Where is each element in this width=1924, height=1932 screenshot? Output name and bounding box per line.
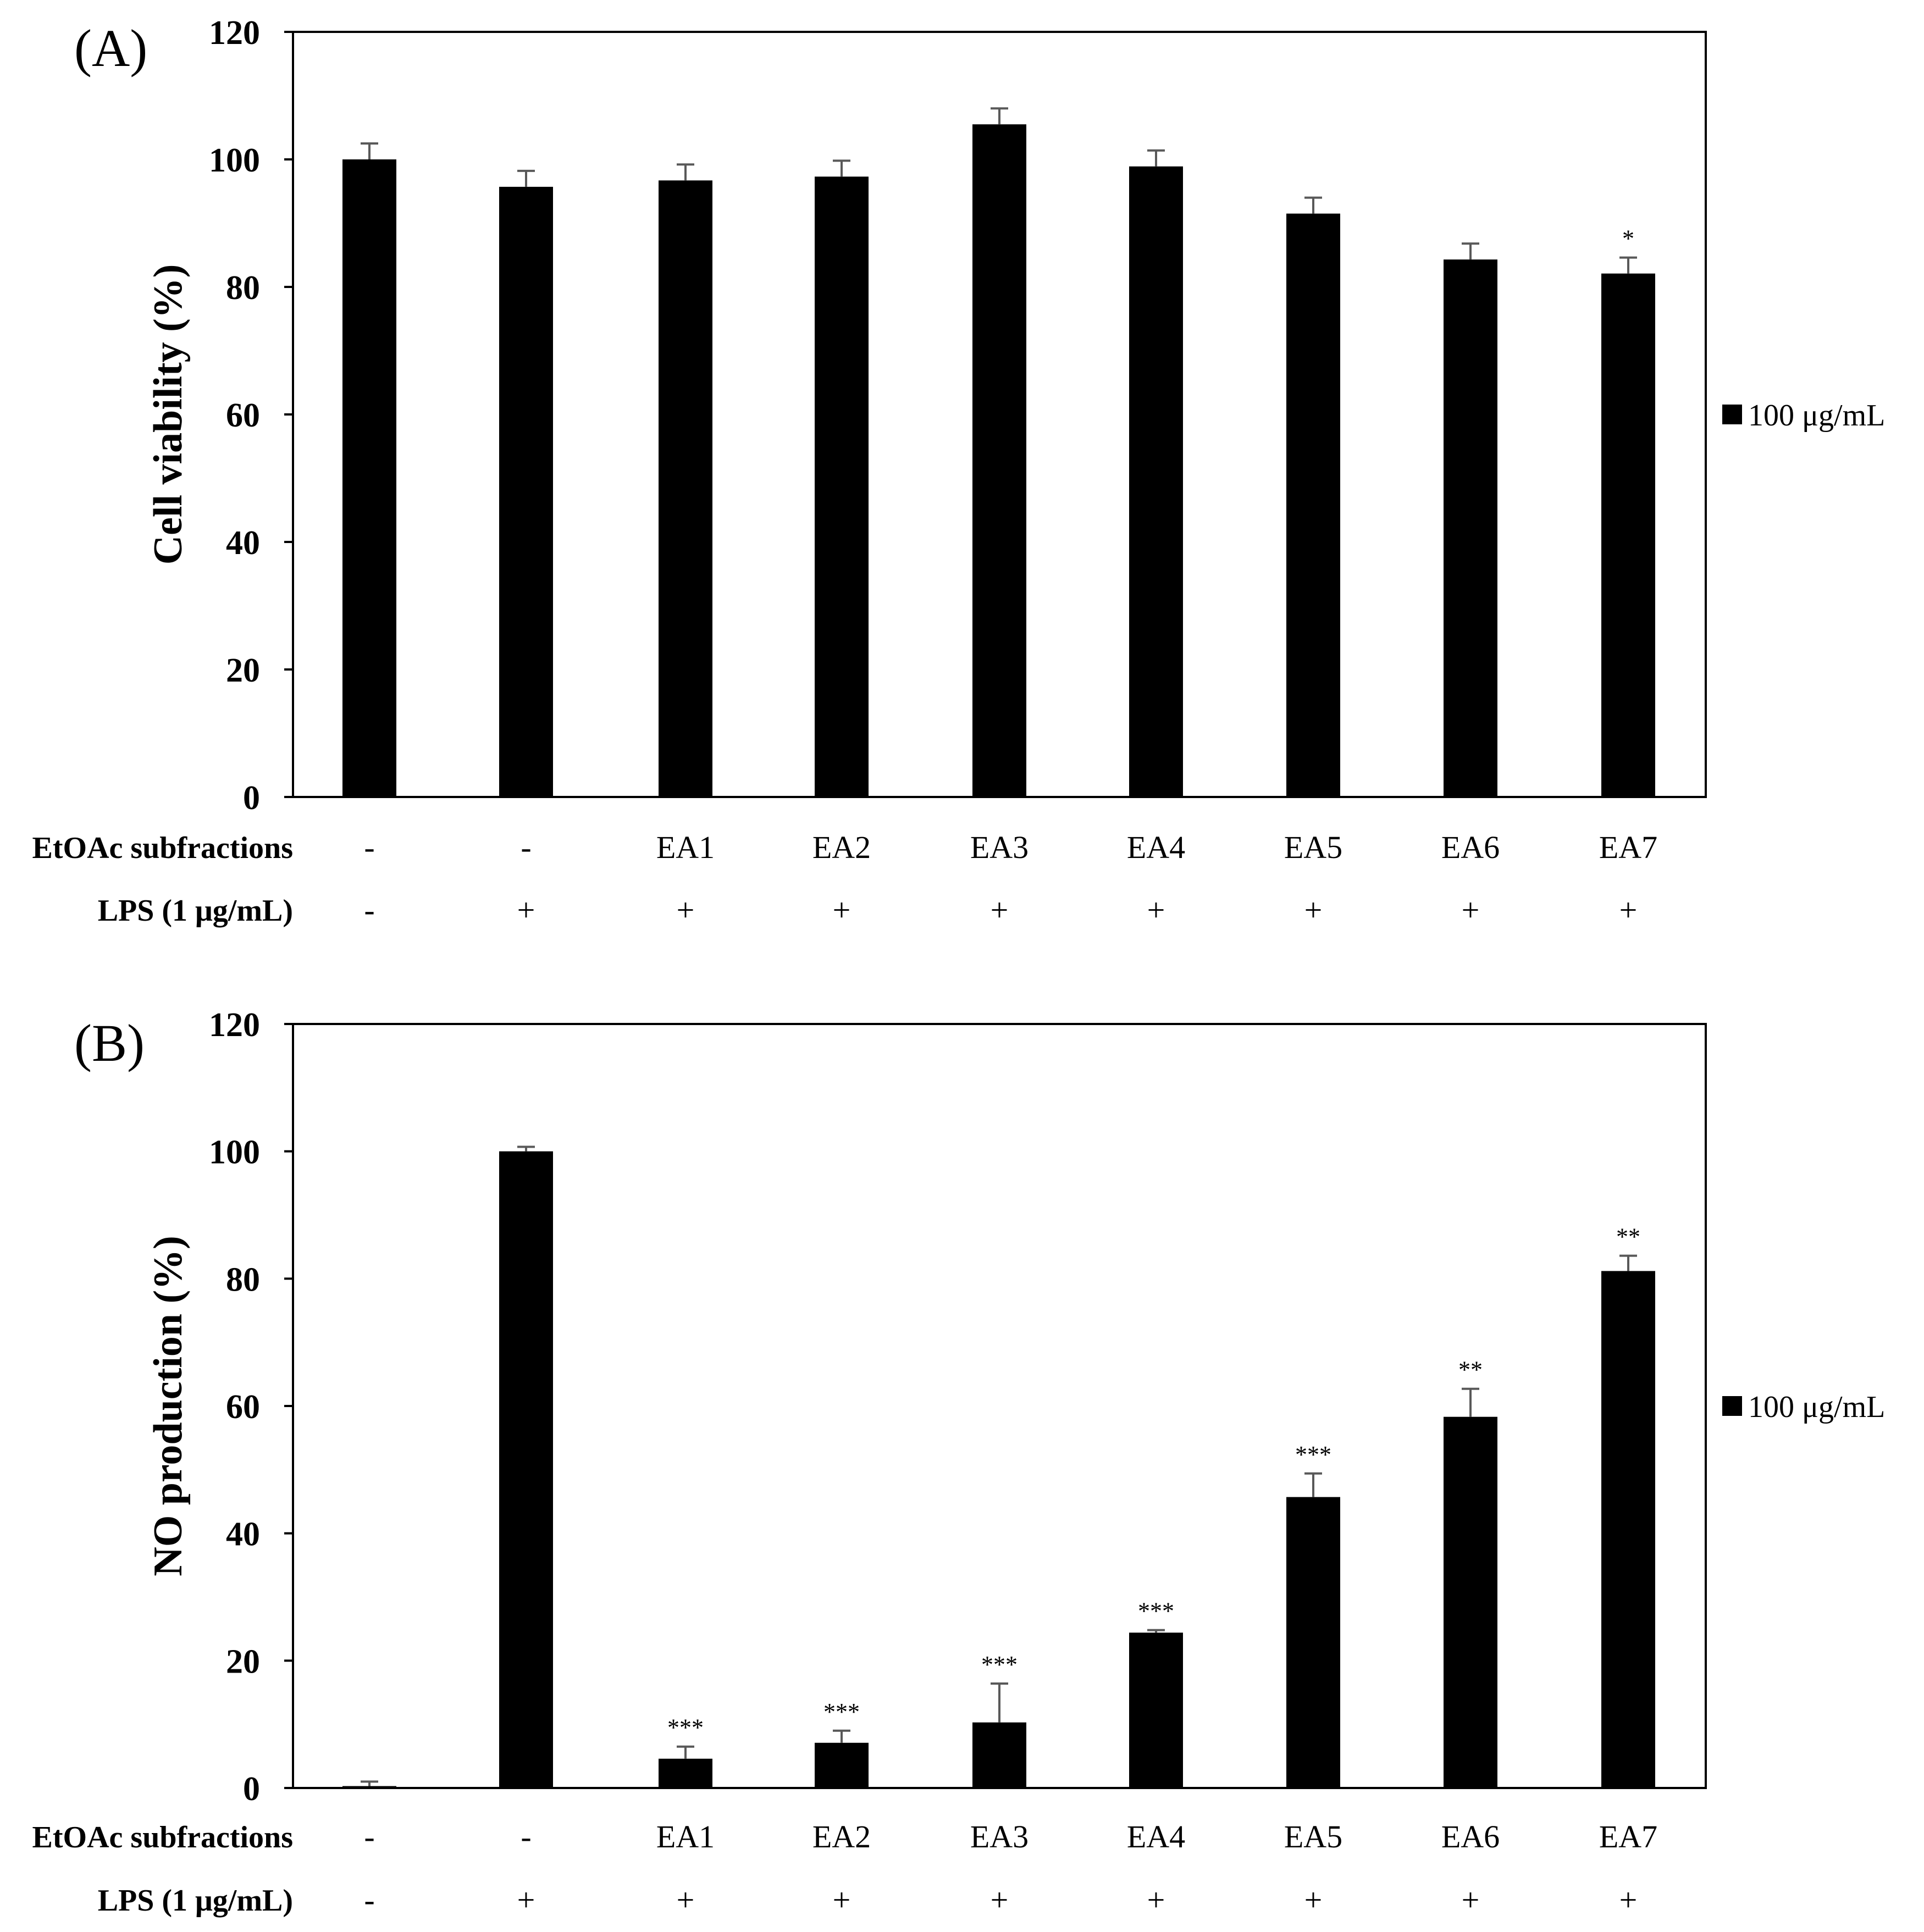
- bar: [1601, 273, 1655, 797]
- x-tick-label: EA7: [1599, 1819, 1657, 1855]
- bar: [1601, 1271, 1655, 1788]
- y-tick-label: 100: [209, 1134, 260, 1171]
- bar: [972, 1722, 1026, 1788]
- y-tick-label: 20: [226, 652, 260, 689]
- significance-marker: ***: [667, 1714, 704, 1741]
- row-label: LPS (1 μg/mL): [98, 1884, 293, 1918]
- chart-panel-a: 0 20 40 60 80 100 120 Cell viability (%) (A) * EtO…: [32, 14, 1886, 928]
- row-label: LPS (1 μg/mL): [98, 894, 293, 928]
- x-tick-label: EA1: [656, 829, 715, 865]
- x-tick-label: EA7: [1599, 829, 1657, 865]
- x-tick-label: +: [1147, 892, 1165, 928]
- x-tick-label: +: [991, 1882, 1009, 1918]
- x-tick-label: +: [1462, 892, 1480, 928]
- panel-label: (A): [74, 19, 147, 77]
- bar: [499, 186, 553, 797]
- x-tick-label: EA3: [970, 829, 1029, 865]
- bar: [1129, 166, 1183, 797]
- x-tick-label: EA4: [1127, 1819, 1185, 1855]
- bar: [1444, 1416, 1497, 1788]
- x-tick-label: +: [833, 1882, 851, 1918]
- x-tick-label: EA3: [970, 1819, 1029, 1855]
- y-tick-label: 40: [226, 524, 260, 562]
- x-tick-label: -: [364, 892, 374, 928]
- significance-marker: **: [1616, 1224, 1640, 1250]
- x-tick-label: EA1: [656, 1819, 715, 1855]
- legend-label: 100 μg/mL: [1748, 398, 1885, 433]
- x-tick-label: +: [677, 1882, 695, 1918]
- x-tick-label: EA5: [1284, 1819, 1342, 1855]
- legend-swatch: [1722, 405, 1742, 424]
- significance-marker: ***: [823, 1698, 860, 1725]
- x-tick-label: +: [1619, 1882, 1638, 1918]
- x-tick-label: -: [364, 1882, 374, 1918]
- bar: [1286, 213, 1340, 798]
- x-tick-label: +: [1619, 892, 1638, 928]
- y-tick-label: 60: [226, 1388, 260, 1426]
- y-tick-label: 40: [226, 1516, 260, 1553]
- x-tick-label: +: [1304, 1882, 1323, 1918]
- x-tick-label: +: [1304, 892, 1323, 928]
- bar: [972, 124, 1026, 798]
- x-tick-label: +: [677, 892, 695, 928]
- bar: [499, 1151, 553, 1788]
- bar: [342, 1786, 396, 1788]
- bar: [659, 1758, 712, 1788]
- x-tick-label: EA5: [1284, 829, 1342, 865]
- x-tick-label: +: [991, 892, 1009, 928]
- y-tick-label: 0: [243, 779, 260, 817]
- significance-marker: *: [1622, 225, 1634, 252]
- bar: [1129, 1632, 1183, 1788]
- significance-marker: ***: [1138, 1598, 1174, 1625]
- y-axis-label: NO production (%): [146, 1236, 191, 1576]
- x-tick-label: EA6: [1441, 829, 1500, 865]
- x-tick-label: +: [1147, 1882, 1165, 1918]
- x-tick-label: EA2: [812, 829, 871, 865]
- y-tick-label: 80: [226, 1261, 260, 1298]
- legend-swatch: [1722, 1396, 1742, 1416]
- y-tick-label: 120: [209, 14, 260, 52]
- panel-label: (B): [74, 1014, 145, 1072]
- x-tick-label: -: [364, 1819, 374, 1855]
- x-tick-label: -: [364, 829, 374, 865]
- significance-marker: ***: [1295, 1441, 1331, 1468]
- row-label: EtOAc subfractions: [32, 1820, 293, 1855]
- y-tick-label: 120: [209, 1006, 260, 1044]
- x-tick-label: +: [517, 892, 535, 928]
- x-tick-label: +: [1462, 1882, 1480, 1918]
- bar: [659, 180, 712, 797]
- y-axis-label: Cell viability (%): [146, 264, 191, 565]
- y-tick-label: 80: [226, 269, 260, 307]
- legend-label: 100 μg/mL: [1748, 1390, 1885, 1424]
- x-tick-label: +: [833, 892, 851, 928]
- row-label: EtOAc subfractions: [32, 831, 293, 865]
- bar: [815, 176, 869, 797]
- y-tick-label: 0: [243, 1770, 260, 1808]
- x-tick-label: EA4: [1127, 829, 1185, 865]
- x-tick-label: EA6: [1441, 1819, 1500, 1855]
- x-tick-label: +: [517, 1882, 535, 1918]
- x-tick-label: EA2: [812, 1819, 871, 1855]
- bar: [1444, 259, 1497, 797]
- x-tick-label: -: [521, 1819, 531, 1855]
- significance-marker: **: [1458, 1357, 1483, 1383]
- bar: [815, 1742, 869, 1788]
- significance-marker: ***: [981, 1651, 1018, 1678]
- bar: [342, 159, 396, 797]
- y-tick-label: 100: [209, 142, 260, 179]
- y-tick-label: 20: [226, 1643, 260, 1680]
- y-tick-label: 60: [226, 397, 260, 434]
- x-tick-label: -: [521, 829, 531, 865]
- bar: [1286, 1497, 1340, 1788]
